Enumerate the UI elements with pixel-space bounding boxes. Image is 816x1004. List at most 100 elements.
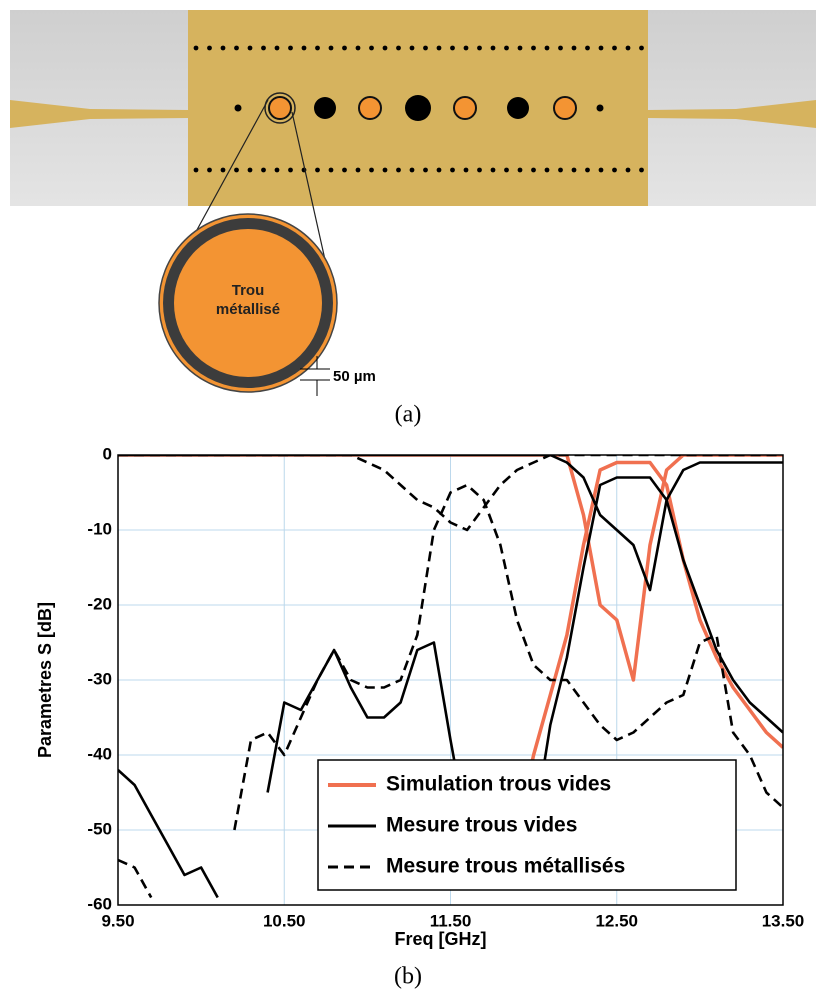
- x-tick-label: 11.50: [430, 911, 472, 930]
- via: [423, 167, 428, 173]
- via: [517, 45, 523, 51]
- y-axis-label: Parametres S [dB]: [35, 602, 55, 758]
- via: [423, 45, 428, 51]
- series-group: [118, 455, 783, 899]
- series-line: [118, 476, 783, 899]
- via: [531, 45, 536, 51]
- via: [490, 167, 496, 173]
- via: [596, 104, 604, 112]
- via: [558, 167, 563, 173]
- via: [247, 167, 253, 173]
- feedline: [648, 100, 816, 128]
- via: [369, 45, 374, 51]
- via: [450, 45, 455, 51]
- via: [261, 167, 266, 173]
- panel-label: (a): [395, 402, 422, 428]
- via: [274, 45, 280, 51]
- via: [477, 167, 482, 173]
- via: [220, 45, 226, 51]
- via: [247, 45, 253, 51]
- hole: [314, 97, 336, 119]
- chart: 0 -10 -20 -30 -40 -50 -609.50 10.50 11.50 12.50 13…: [35, 444, 805, 948]
- via: [639, 45, 644, 51]
- via: [558, 45, 563, 51]
- series-line: [118, 455, 783, 592]
- x-tick-label: 13.50: [762, 911, 805, 930]
- via: [436, 167, 442, 173]
- hole: [553, 96, 577, 120]
- legend-label: Simulation trous vides: [386, 773, 611, 796]
- x-tick-label: 12.50: [595, 911, 638, 930]
- via: [220, 167, 226, 173]
- via: [261, 45, 266, 51]
- legend-label: Mesure trous vides: [386, 814, 577, 837]
- via: [517, 167, 523, 173]
- hole: [268, 96, 292, 120]
- via: [436, 45, 442, 51]
- via: [396, 167, 401, 173]
- via: [571, 167, 577, 173]
- hole: [405, 95, 431, 121]
- via: [625, 45, 631, 51]
- via: [571, 45, 577, 51]
- via: [598, 167, 604, 173]
- via: [288, 45, 293, 51]
- highlight: [264, 92, 296, 124]
- legend-label: Mesure trous métallisés: [386, 855, 625, 878]
- via: [193, 45, 199, 51]
- series-line: [118, 455, 783, 532]
- via: [301, 45, 307, 51]
- via: [234, 45, 239, 51]
- y-tick-label: -50: [87, 819, 112, 838]
- via: [315, 45, 320, 51]
- via: [382, 45, 388, 51]
- plot-border: [117, 454, 784, 906]
- hole: [453, 96, 477, 120]
- y-tick-label: -30: [87, 669, 112, 688]
- via: [585, 45, 590, 51]
- via: [544, 167, 550, 173]
- via: [544, 45, 550, 51]
- y-tick-label: -40: [87, 744, 112, 763]
- via: [207, 167, 212, 173]
- via: [531, 167, 536, 173]
- zoom-hole: [174, 229, 322, 377]
- via: [490, 45, 496, 51]
- via: [355, 167, 361, 173]
- hole: [358, 96, 382, 120]
- via: [504, 45, 509, 51]
- via-rows: [193, 45, 644, 173]
- via: [463, 45, 469, 51]
- via: [409, 45, 415, 51]
- via: [288, 167, 293, 173]
- inset-text: Trou: [232, 282, 265, 299]
- via: [234, 167, 239, 173]
- via: [463, 167, 469, 173]
- inset-text: métallisé: [216, 301, 280, 318]
- legend-box: [317, 759, 737, 891]
- via: [450, 167, 455, 173]
- via: [193, 167, 199, 173]
- series-line: [515, 460, 783, 831]
- photo: Trou métallisé 50 µm: [10, 10, 816, 396]
- y-tick-label: -60: [87, 894, 112, 913]
- via: [504, 167, 509, 173]
- via: [639, 167, 644, 173]
- y-tick-label: -20: [87, 594, 112, 613]
- via: [342, 167, 347, 173]
- x-tick-label: 10.50: [263, 911, 306, 930]
- via: [382, 167, 388, 173]
- via: [598, 45, 604, 51]
- x-tick-label: 9.50: [101, 911, 134, 930]
- via: [315, 167, 320, 173]
- via: [409, 167, 415, 173]
- via: [342, 45, 347, 51]
- series-line: [118, 455, 783, 682]
- series-line: [118, 483, 783, 899]
- via: [328, 45, 334, 51]
- via: [234, 104, 242, 112]
- via: [477, 45, 482, 51]
- hole: [507, 97, 529, 119]
- y-tick-label: 0: [103, 444, 112, 463]
